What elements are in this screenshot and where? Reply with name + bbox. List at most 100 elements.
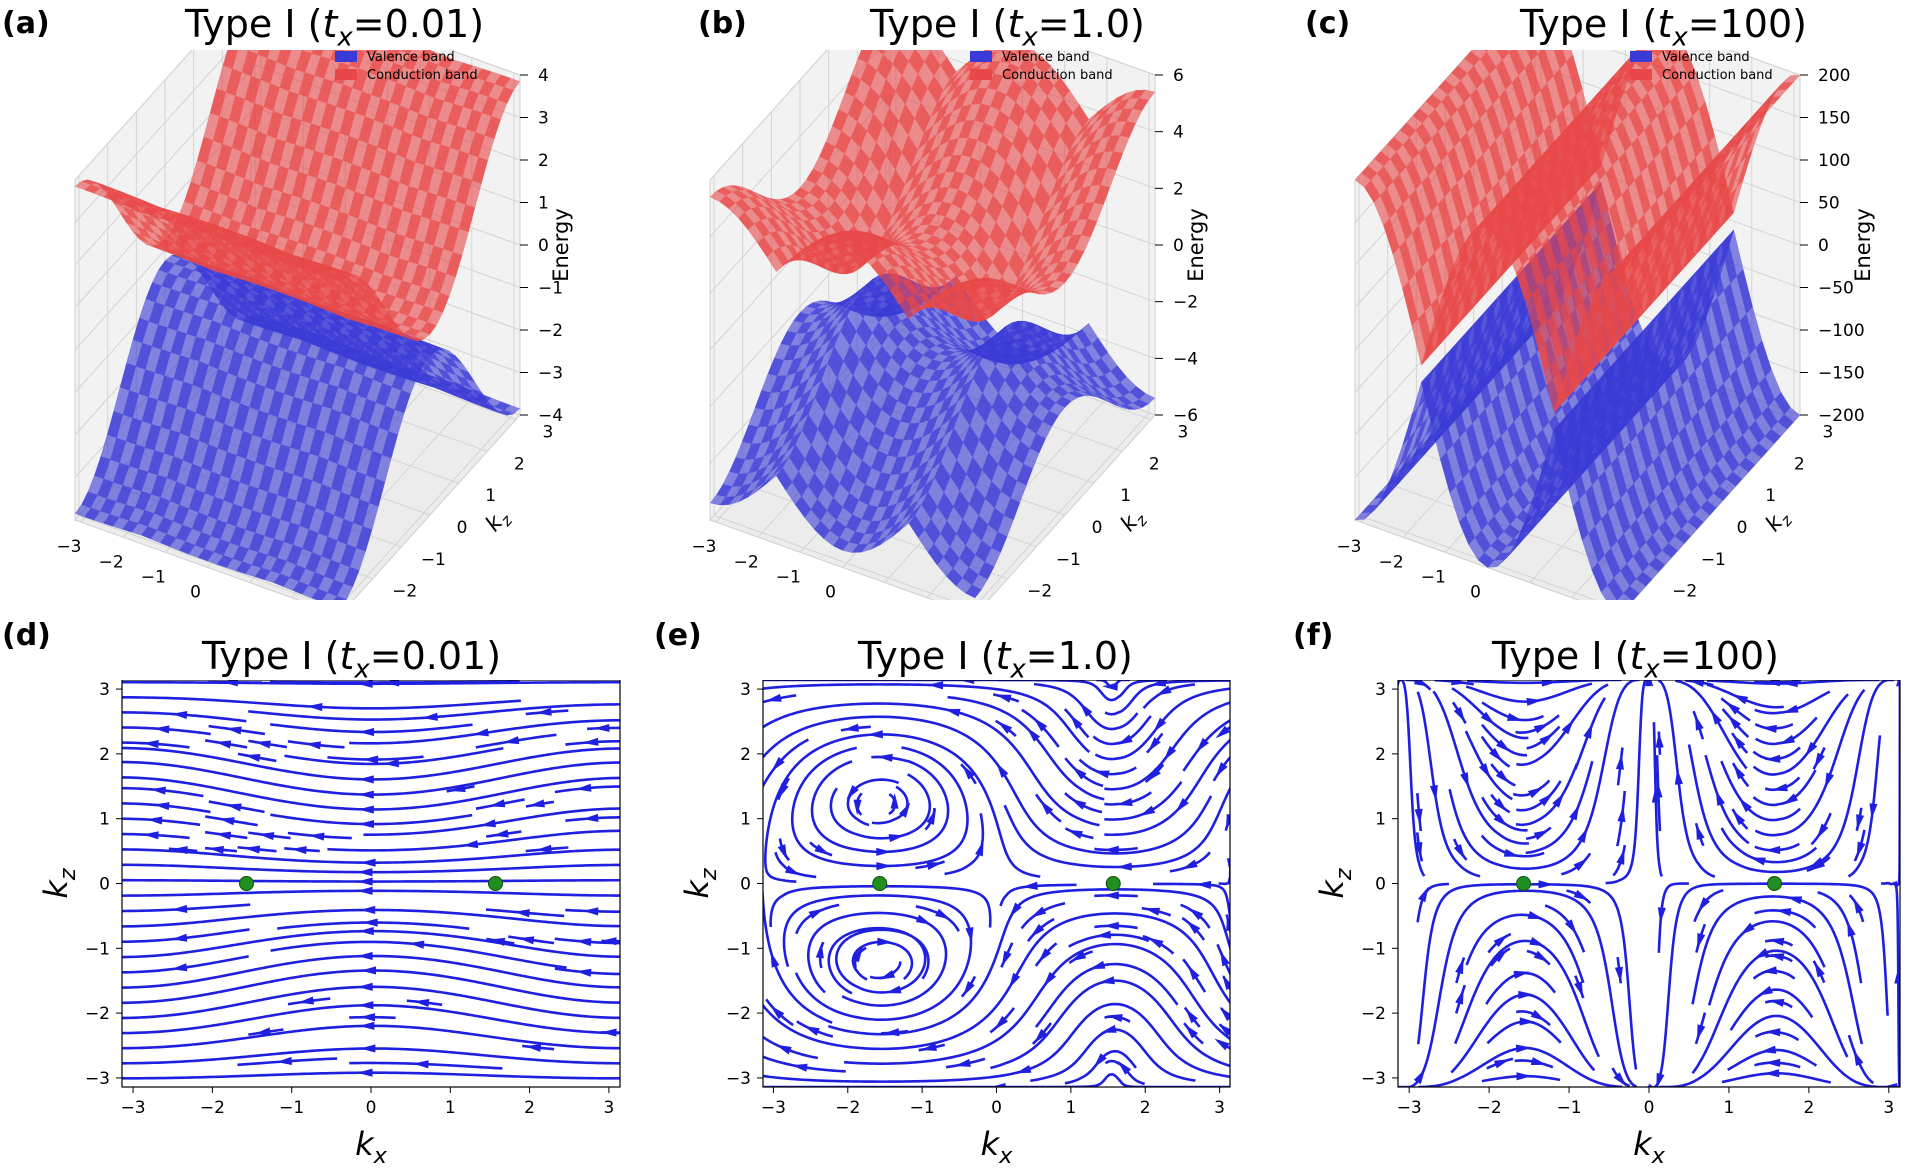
z-axis-label: Energy bbox=[549, 208, 573, 282]
conduction-band-patch bbox=[222, 50, 239, 70]
y-axis-label: kz bbox=[1761, 504, 1797, 539]
x-tick-label: −1 bbox=[141, 567, 166, 587]
conduction-band-patch bbox=[433, 292, 450, 313]
valence-band-patch bbox=[1764, 428, 1782, 444]
valence-band-patch bbox=[1119, 404, 1136, 410]
stream-arrow bbox=[413, 1060, 429, 1069]
panel-letter-b: (b) bbox=[698, 6, 747, 41]
y-tick-label: 1 bbox=[1765, 486, 1776, 506]
grid-line bbox=[979, 412, 1150, 600]
z-tick-label: 0 bbox=[1818, 236, 1829, 256]
conduction-band-patch bbox=[381, 313, 399, 328]
valence-band-patch bbox=[1055, 396, 1072, 408]
stream-arrow bbox=[276, 1056, 292, 1066]
surface-plot-c: −200−150−100−50050100150200Energy−3−2−10… bbox=[1336, 50, 1875, 600]
y-tick-label: 2 bbox=[514, 454, 525, 474]
conduction-band-patch bbox=[374, 50, 389, 60]
z-tick-label: 6 bbox=[1173, 66, 1184, 86]
z-tick-label: −50 bbox=[1818, 279, 1854, 299]
conduction-band-patch bbox=[445, 251, 463, 278]
valence-band-patch bbox=[375, 454, 392, 483]
x-tick-label: 0 bbox=[825, 583, 836, 601]
valence-band-patch bbox=[1042, 410, 1059, 427]
chart-title-d: Type I (tx=0.01) bbox=[202, 634, 501, 685]
valence-band-patch bbox=[1617, 592, 1633, 600]
valence-band-patch bbox=[368, 478, 386, 507]
title-var: t bbox=[1657, 2, 1673, 46]
conduction-band-patch bbox=[1484, 50, 1489, 53]
legend-label-conduction: Conduction band bbox=[1002, 68, 1113, 83]
title-sub: x bbox=[1644, 654, 1660, 685]
valence-band-patch bbox=[433, 345, 450, 352]
x-tick-label: −3 bbox=[56, 537, 81, 557]
z-axis-label: Energy bbox=[1851, 208, 1875, 282]
valence-band-patch bbox=[1023, 447, 1040, 470]
z-tick-label: 0 bbox=[1173, 236, 1184, 256]
valence-band-patch bbox=[343, 566, 360, 588]
valence-band-patch bbox=[1138, 393, 1156, 405]
valence-band-patch bbox=[1048, 402, 1066, 416]
valence-band-patch bbox=[413, 351, 431, 365]
x-tick-label: −1 bbox=[776, 567, 801, 587]
valence-band-patch bbox=[1668, 535, 1685, 552]
stream-arrow bbox=[357, 982, 373, 991]
stream-layer bbox=[122, 680, 620, 1080]
title-sub: x bbox=[1672, 22, 1688, 53]
surface-plot-b: −6−4−20246Energy−3−2−10123kx−3−2−10123kz… bbox=[691, 50, 1208, 601]
title-sub: x bbox=[1010, 654, 1026, 685]
stream-arrow bbox=[357, 1068, 373, 1077]
title-suffix: =1.0) bbox=[1025, 634, 1133, 678]
valence-band-patch bbox=[420, 346, 437, 356]
valence-band-patch bbox=[1713, 485, 1730, 502]
conduction-band-patch bbox=[1738, 124, 1756, 134]
conduction-band-patch bbox=[1080, 218, 1098, 238]
conduction-band-patch bbox=[497, 86, 514, 104]
valence-band-patch bbox=[1125, 402, 1143, 410]
valence-band-patch bbox=[362, 502, 379, 530]
legend-swatch-valence bbox=[1630, 51, 1652, 62]
z-tick-label: −6 bbox=[1173, 406, 1198, 426]
conduction-band-patch bbox=[362, 285, 380, 299]
z-tick-label: −150 bbox=[1818, 364, 1865, 384]
valence-band-patch bbox=[1758, 435, 1775, 452]
y-axis-label: kz bbox=[481, 504, 517, 539]
valence-band-patch bbox=[1029, 433, 1047, 454]
conduction-band-patch bbox=[1770, 88, 1788, 98]
conduction-band-patch bbox=[368, 294, 386, 309]
conduction-band-patch bbox=[1132, 97, 1149, 112]
conduction-band-patch bbox=[374, 304, 393, 319]
conduction-band-patch bbox=[899, 50, 915, 62]
conduction-band-patch bbox=[1113, 135, 1130, 154]
y-tick-label: −2 bbox=[392, 582, 417, 600]
conduction-band-patch bbox=[245, 50, 249, 52]
valence-band-patch bbox=[978, 561, 995, 580]
x-tick-label: 1 bbox=[867, 598, 878, 600]
panel-letter-a: (a) bbox=[2, 6, 50, 41]
legend-swatch-valence bbox=[335, 51, 357, 62]
y-tick-label: −1 bbox=[1701, 550, 1726, 570]
conduction-band-patch bbox=[1635, 50, 1638, 52]
stream-arrow bbox=[358, 1021, 375, 1030]
conduction-band-patch bbox=[478, 135, 495, 161]
z-tick-label: 2 bbox=[538, 151, 549, 171]
title-prefix: Type I ( bbox=[1520, 2, 1658, 46]
grid-line bbox=[709, 50, 1156, 181]
stream-arrow bbox=[359, 1044, 376, 1053]
y-tick-label: 1 bbox=[485, 486, 496, 506]
x-tick-label: −3 bbox=[691, 537, 716, 557]
title-sub: x bbox=[337, 22, 353, 53]
valence-band-patch bbox=[990, 531, 1008, 553]
z-tick-label: 100 bbox=[1818, 151, 1850, 171]
x-tick-label: 1 bbox=[1512, 598, 1523, 600]
surface-plot-a: −4−3−2−101234Energy−3−2−10123kx−3−2−1012… bbox=[56, 50, 573, 600]
conduction-band-patch bbox=[399, 50, 413, 54]
conduction-band-patch bbox=[965, 283, 982, 293]
conduction-band-patch bbox=[1048, 280, 1066, 289]
conduction-band-patch bbox=[1535, 50, 1542, 55]
z-tick-label: −2 bbox=[1173, 293, 1198, 313]
z-tick-label: −2 bbox=[538, 321, 563, 341]
valence-band-patch bbox=[333, 595, 347, 600]
z-tick-label: −4 bbox=[1173, 349, 1198, 369]
title-prefix: Type I ( bbox=[870, 2, 1008, 46]
y-tick-label: 0 bbox=[1092, 518, 1103, 538]
